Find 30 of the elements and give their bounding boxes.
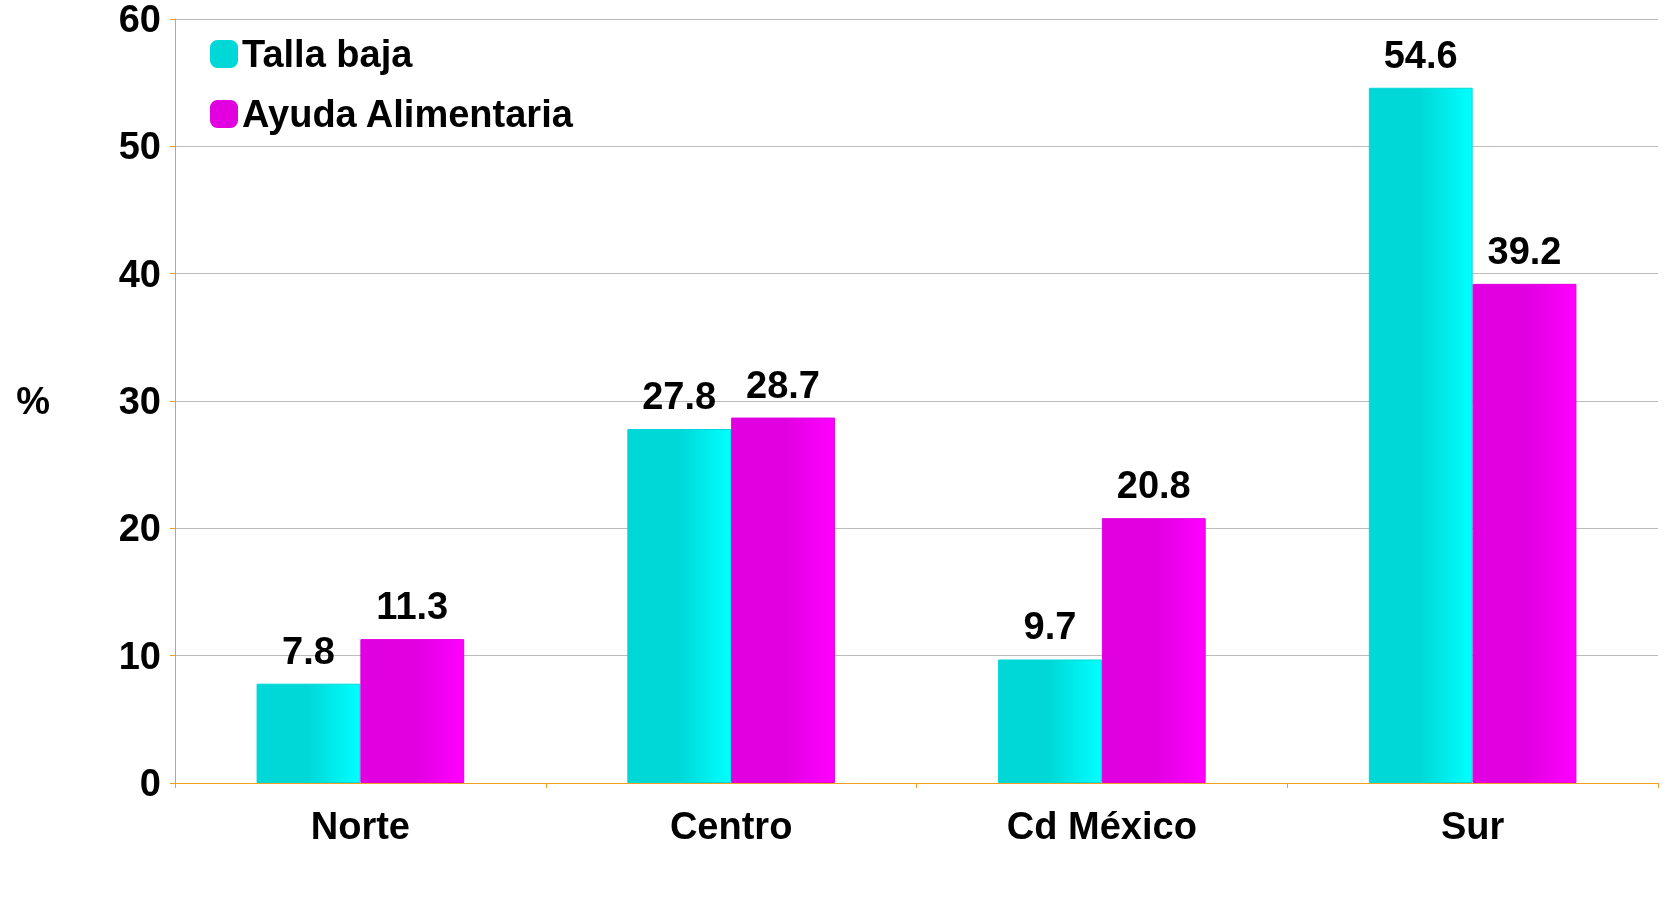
bar [256,683,361,783]
y-tick-label: 30 [118,380,161,422]
x-tick-label: Sur [1440,805,1505,847]
y-tick-label: 0 [139,762,161,804]
bar [1472,283,1577,783]
data-label: 11.3 [376,585,449,628]
data-label: 39.2 [1487,229,1562,272]
y-tick-label: 10 [118,634,161,677]
y-tick-label: 50 [118,125,161,168]
y-tick-label: 20 [118,507,161,550]
legend-label: Ayuda Alimentaria [242,93,574,135]
legend-label: Talla baja [242,33,414,75]
y-tick-label: 40 [118,252,161,295]
x-tick-label: Norte [310,805,410,847]
data-label: 54.6 [1383,33,1458,76]
data-label: 27.8 [642,375,717,418]
data-label: 20.8 [1116,464,1191,507]
data-label: 9.7 [1023,605,1077,648]
data-label: 7.8 [282,629,335,672]
bar [1101,518,1206,783]
bar [731,417,835,783]
bar [998,659,1102,783]
data-label: 28.7 [746,363,821,406]
y-tick-label: 60 [118,0,161,40]
y-axis-title: % [16,380,50,422]
bar [627,429,732,783]
bar [360,639,465,783]
x-tick-label: Cd México [1006,805,1197,847]
x-tick-label: Centro [669,805,793,847]
bar [1368,87,1473,783]
